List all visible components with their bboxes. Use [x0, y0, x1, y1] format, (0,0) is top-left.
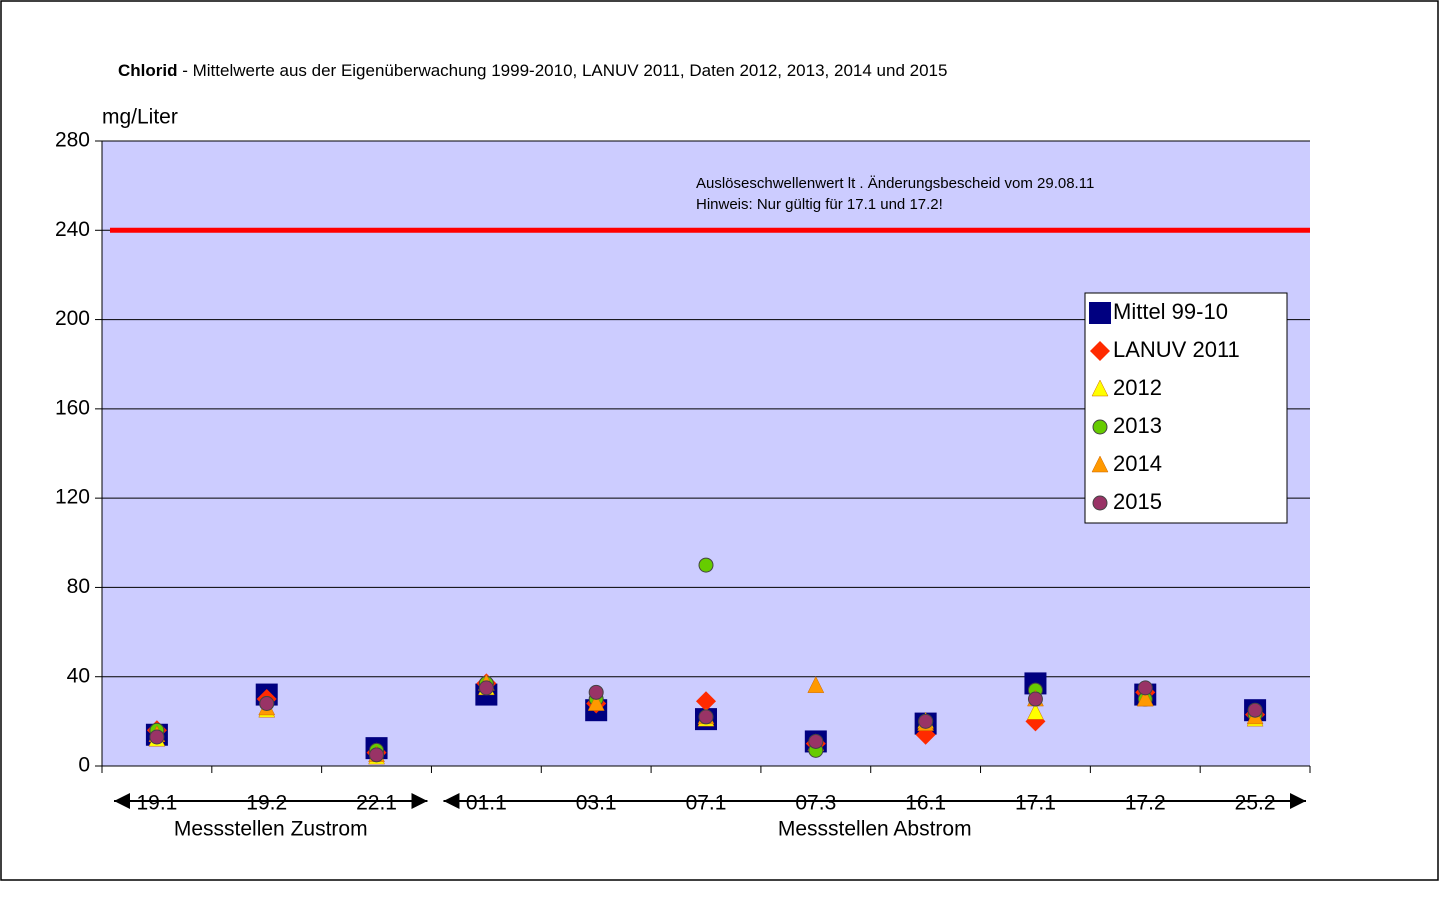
y-tick-label: 200 [55, 307, 90, 330]
group-label: Messstellen Abstrom [778, 818, 972, 841]
legend-swatch [1091, 379, 1109, 397]
y-tick-label: 160 [55, 396, 90, 419]
y-tick-label: 240 [55, 218, 90, 241]
x-tick-label: 22.1 [356, 792, 397, 815]
point [698, 709, 714, 725]
legend-label: 2013 [1113, 413, 1162, 438]
point [369, 747, 385, 763]
x-tick-label: 19.2 [246, 792, 287, 815]
x-tick-label: 19.1 [136, 792, 177, 815]
x-tick-label: 17.2 [1125, 792, 1166, 815]
legend-swatch [1091, 455, 1109, 473]
group-label: Messstellen Zustrom [174, 818, 368, 841]
y-tick-label: 40 [67, 664, 90, 687]
x-tick-label: 07.1 [686, 792, 727, 815]
x-tick-label: 03.1 [576, 792, 617, 815]
title-bold: Chlorid [118, 61, 178, 80]
x-tick-label: 07.3 [795, 792, 836, 815]
legend-label: 2012 [1113, 375, 1162, 400]
y-tick-label: 0 [78, 754, 90, 777]
point [1027, 691, 1043, 707]
legend-label: LANUV 2011 [1113, 337, 1240, 362]
point [1137, 680, 1153, 696]
threshold-label: Hinweis: Nur gültig für 17.1 und 17.2! [696, 196, 943, 213]
legend-swatch [1092, 419, 1108, 435]
point [259, 696, 275, 711]
threshold-label: Auslöseschwellenwert lt . Änderungsbesch… [696, 175, 1094, 192]
y-tick-label: 280 [55, 129, 90, 152]
y-tick-label: 120 [55, 486, 90, 509]
point [478, 680, 494, 696]
point [587, 693, 605, 711]
legend-label: Mittel 99-10 [1113, 299, 1228, 324]
x-tick-label: 16.1 [905, 792, 946, 815]
legend-swatch [1090, 341, 1110, 361]
x-tick-label: 01.1 [466, 792, 507, 815]
x-tick-label: 17.1 [1015, 792, 1056, 815]
point [1136, 689, 1154, 707]
legend-swatch [1092, 495, 1108, 511]
point [149, 729, 165, 745]
point [698, 557, 714, 573]
y-tick-label: 80 [67, 575, 90, 598]
point [807, 676, 825, 693]
legend-label: 2015 [1113, 489, 1162, 514]
point [696, 691, 716, 712]
x-tick-label: 25.2 [1235, 792, 1276, 815]
point [918, 713, 934, 729]
title-rest: - Mittelwerte aus der Eigenüberwachung 1… [178, 61, 948, 80]
chart-title: Chlorid - Mittelwerte aus der Eigenüberw… [118, 61, 947, 80]
point [1027, 702, 1044, 720]
point [1247, 702, 1263, 718]
point [588, 684, 604, 700]
legend-swatch [1089, 302, 1111, 324]
legend-box [1084, 292, 1288, 524]
y-axis-label: mg/Liter [102, 106, 178, 129]
legend-label: 2014 [1113, 451, 1162, 476]
point [808, 733, 824, 749]
